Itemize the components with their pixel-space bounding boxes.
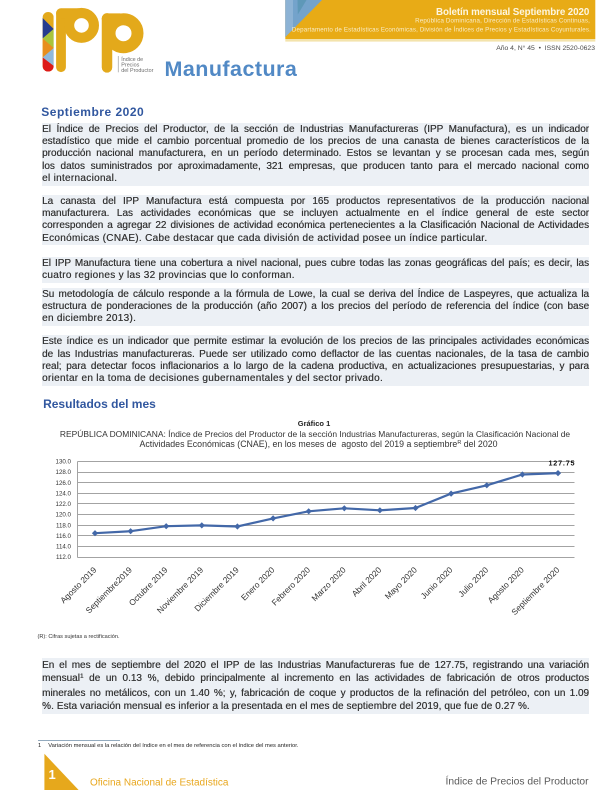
svg-text:Departamento de Estadísticas E: Departamento de Estadísticas Económicas,…: [292, 27, 591, 34]
svg-text:Año 4, N° 45 • ISSN 2520-062: Año 4, N° 45 • ISSN 2520-0623: [496, 44, 595, 52]
svg-text:128.0: 128.0: [56, 469, 72, 476]
svg-text:112.0: 112.0: [56, 554, 72, 561]
svg-text:122.0: 122.0: [56, 501, 72, 508]
svg-text:Oficina Nacional de Estadístic: Oficina Nacional de Estadística: [90, 778, 229, 789]
svg-text:Marzo 2020: Marzo 2020: [309, 565, 348, 604]
svg-text:Enero 2020: Enero 2020: [239, 565, 277, 603]
svg-text:Boletín mensual Septiembre 202: Boletín mensual Septiembre 2020: [436, 7, 590, 18]
svg-text:Índice de Precios del Producto: Índice de Precios del Productor: [446, 774, 590, 787]
svg-text:114.0: 114.0: [56, 544, 72, 551]
svg-text:130.0: 130.0: [56, 459, 72, 466]
svg-text:Abril 2020: Abril 2020: [350, 565, 384, 599]
svg-text:Manufactura: Manufactura: [165, 57, 298, 81]
svg-text:118.0: 118.0: [56, 522, 72, 529]
svg-text:Índice de: Índice de: [121, 56, 143, 63]
svg-text:116.0: 116.0: [56, 533, 72, 540]
svg-text:126.0: 126.0: [56, 480, 72, 487]
svg-text:del Productor: del Productor: [121, 68, 153, 74]
svg-text:120.0: 120.0: [56, 512, 72, 519]
svg-text:Febrero 2020: Febrero 2020: [269, 565, 312, 608]
svg-text:Julio 2020: Julio 2020: [456, 565, 490, 599]
svg-text:(R): Cifras sujetas a rectific: (R): Cifras sujetas a rectificación.: [38, 634, 121, 640]
svg-text:Precios: Precios: [121, 62, 139, 68]
svg-text:127.75: 127.75: [549, 458, 576, 467]
svg-text:Junio 2020: Junio 2020: [418, 565, 454, 601]
svg-text:1: 1: [49, 767, 56, 782]
svg-text:República Dominicana, Direcció: República Dominicana, Dirección de Estad…: [415, 18, 590, 25]
svg-text:124.0: 124.0: [56, 490, 72, 497]
svg-text:Mayo 2020: Mayo 2020: [383, 565, 420, 602]
